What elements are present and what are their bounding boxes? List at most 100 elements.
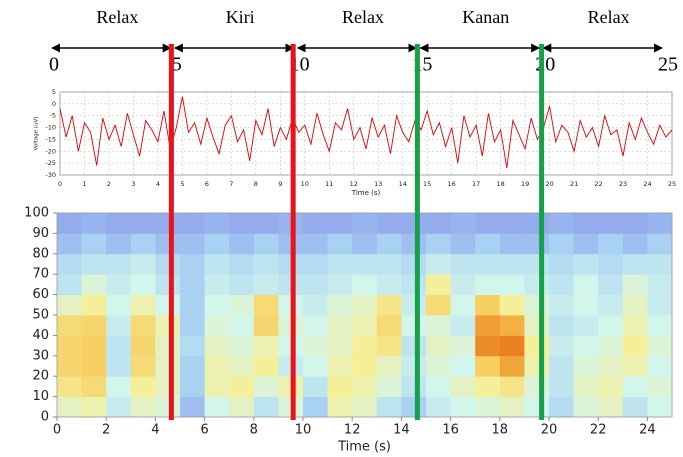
heatmap-cell: [253, 253, 279, 275]
heatmap-cell: [598, 355, 624, 377]
x-tick-label: 22: [594, 180, 602, 188]
heatmap-cell: [327, 315, 353, 336]
heatmap-cell: [647, 294, 673, 316]
heatmap-cell: [524, 315, 550, 336]
heatmap-cell: [155, 396, 181, 418]
y-tick-label: 20: [32, 369, 49, 384]
x-tick-label: 14: [393, 423, 410, 438]
heatmap-cell: [106, 294, 132, 316]
heatmap-cell: [327, 355, 353, 377]
heatmap-cell: [499, 274, 525, 295]
x-tick-label: 19: [521, 180, 529, 188]
heatmap-cell: [57, 294, 82, 316]
heatmap-cell: [229, 213, 255, 234]
heatmap-cell: [647, 233, 673, 255]
timeline-tick-label: 20: [535, 54, 555, 76]
heatmap-cell: [426, 253, 451, 275]
heatmap-cell: [180, 335, 205, 357]
heatmap-cell: [229, 253, 255, 275]
heatmap-cell: [253, 396, 279, 418]
heatmap-cell: [524, 355, 550, 377]
heatmap-cell: [155, 253, 181, 275]
heatmap-cell: [426, 213, 451, 234]
x-tick-label: 20: [541, 423, 558, 438]
x-tick-label: 2: [102, 423, 110, 438]
heatmap-cell: [229, 376, 255, 397]
heatmap-cell: [229, 335, 255, 357]
phase-label: Kanan: [462, 7, 509, 27]
heatmap-cell: [426, 396, 451, 418]
heatmap-cell: [598, 233, 624, 255]
heatmap-cell: [253, 233, 279, 255]
heatmap-cell: [204, 253, 230, 275]
heatmap-cell: [598, 213, 624, 234]
x-tick-label: 21: [570, 180, 578, 188]
heatmap-cell: [130, 274, 156, 295]
heatmap-cell: [598, 315, 624, 336]
heatmap-cell: [229, 355, 255, 377]
heatmap-cell: [401, 233, 427, 255]
x-tick-label: 8: [254, 180, 258, 188]
heatmap-cell: [352, 274, 378, 295]
heatmap-cell: [549, 335, 574, 357]
heatmap-cell: [647, 274, 673, 295]
heatmap-cell: [475, 213, 501, 234]
heatmap-cell: [426, 355, 451, 377]
heatmap-cell: [229, 274, 255, 295]
heatmap-cell: [573, 376, 599, 397]
heatmap-cell: [303, 335, 328, 357]
heatmap-cell: [106, 274, 132, 295]
heatmap-cell: [475, 315, 501, 336]
heatmap-cell: [376, 396, 402, 418]
y-tick-label: 60: [32, 287, 49, 302]
phase-label: Kiri: [226, 7, 255, 27]
heatmap-cell: [499, 376, 525, 397]
y-tick-label: 90: [32, 226, 49, 241]
heatmap-cell: [180, 294, 205, 316]
heatmap-cell: [524, 274, 550, 295]
heatmap-cell: [352, 294, 378, 316]
heatmap-cell: [549, 315, 574, 336]
heatmap-cell: [426, 233, 451, 255]
heatmap-cell: [57, 355, 82, 377]
heatmap-cell: [57, 233, 82, 255]
heatmap-cell: [426, 376, 451, 397]
heatmap-cell: [376, 274, 402, 295]
heatmap-cell: [253, 335, 279, 357]
heatmap-cell: [475, 355, 501, 377]
x-tick-label: 15: [423, 180, 431, 188]
heatmap-cell: [426, 335, 451, 357]
heatmap-cell: [499, 253, 525, 275]
heatmap-cell: [401, 315, 427, 336]
heatmap-cell: [524, 294, 550, 316]
y-tick-label: -5: [50, 112, 56, 120]
heatmap-cell: [327, 294, 353, 316]
heatmap-cell: [622, 274, 648, 295]
heatmap-cell: [180, 396, 205, 418]
y-tick-label: 100: [24, 206, 49, 221]
heatmap-cell: [622, 213, 648, 234]
x-tick-label: 16: [448, 180, 456, 188]
heatmap-cell: [499, 335, 525, 357]
heatmap-cell: [475, 376, 501, 397]
heatmap-cell: [303, 294, 328, 316]
x-tick-label: 14: [399, 180, 407, 188]
heatmap-cell: [229, 294, 255, 316]
x-tick-label: 6: [200, 423, 208, 438]
heatmap-cell: [499, 355, 525, 377]
heatmap-cell: [622, 335, 648, 357]
heatmap-cell: [376, 376, 402, 397]
heatmap-cell: [303, 213, 328, 234]
heatmap-cell: [303, 253, 328, 275]
heatmap-cell: [352, 396, 378, 418]
heatmap-cell: [376, 294, 402, 316]
timeline-tick-label: 0: [49, 54, 59, 76]
heatmap-cell: [106, 376, 132, 397]
heatmap-cell: [426, 294, 451, 316]
heatmap-cell: [253, 294, 279, 316]
heatmap-cell: [598, 376, 624, 397]
x-tick-label: 22: [590, 423, 607, 438]
heatmap-cell: [180, 376, 205, 397]
x-tick-label: 4: [151, 423, 159, 438]
heatmap-cell: [524, 213, 550, 234]
